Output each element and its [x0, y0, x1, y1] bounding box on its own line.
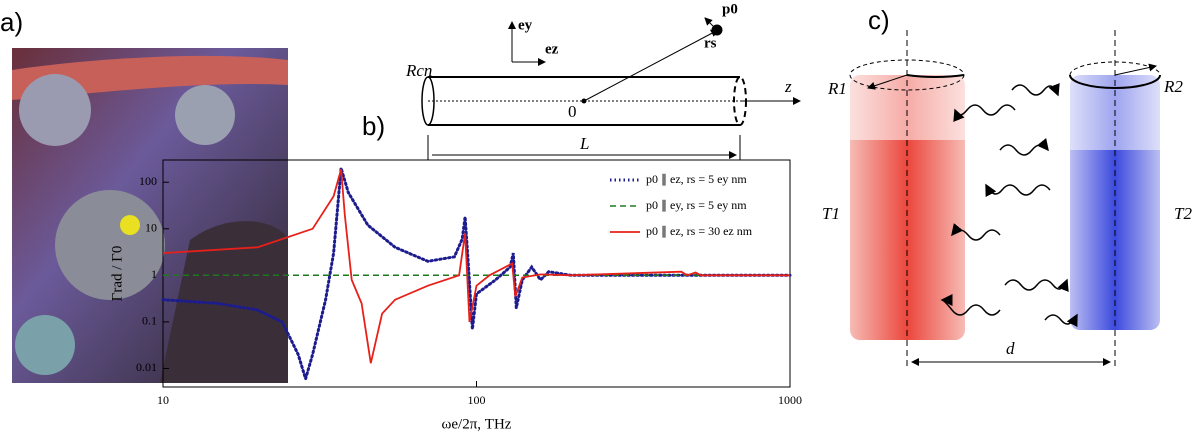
- panel-label: a): [0, 7, 23, 37]
- label-r2: R2: [1163, 77, 1183, 96]
- label-r1: R1: [827, 79, 847, 98]
- panel-label: b): [362, 111, 385, 141]
- y-axis-label: Γrad / Γ0: [109, 246, 125, 302]
- x-tick-label: 10: [157, 393, 169, 407]
- label-t2: T2: [1174, 204, 1192, 223]
- label-axis: z: [784, 77, 792, 96]
- legend-label: p0 ∥ ez, rs = 30 ez nm: [646, 224, 753, 238]
- label-t1: T1: [822, 204, 840, 223]
- x-tick-label: 1000: [778, 393, 802, 407]
- legend-label: p0 ∥ ez, rs = 5 ey nm: [646, 172, 747, 186]
- y-tick-label: 0.1: [142, 314, 157, 328]
- illustration: [12, 48, 288, 383]
- y-tick-label: 10: [145, 221, 157, 235]
- legend-label: p0 ∥ ey, rs = 5 ey nm: [646, 198, 747, 212]
- y-tick-label: 1: [151, 267, 157, 281]
- chart: 10 100 1000 0.01 0.1 1 10 100 ωe/2π, THz Γrad / Γ…: [109, 167, 802, 432]
- label-radius: Rcn: [405, 61, 432, 80]
- label-ey: ey: [518, 17, 533, 33]
- y-tick-label: 0.01: [136, 360, 157, 374]
- cylinders-diagram: [849, 30, 1161, 370]
- label-distance: d: [1006, 339, 1015, 358]
- cylinder-diagram: [421, 17, 801, 160]
- label-position: rs: [704, 35, 717, 51]
- x-tick-label: 100: [468, 393, 486, 407]
- label-dipole: p0: [722, 1, 738, 17]
- label-ez: ez: [545, 41, 559, 57]
- panel-label: c): [868, 5, 890, 35]
- label-length: L: [579, 134, 589, 153]
- series-line: [162, 168, 790, 364]
- label-origin: 0: [568, 102, 577, 121]
- series-line: [161, 167, 792, 385]
- x-axis-label: ωe/2π, THz: [442, 416, 512, 432]
- y-tick-label: 100: [139, 174, 157, 188]
